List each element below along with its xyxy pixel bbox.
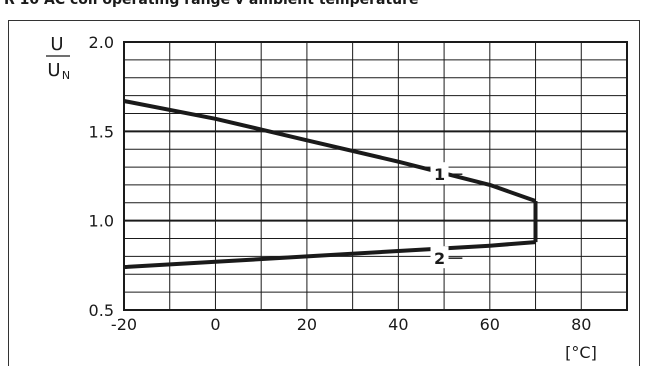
y-tick-label: 0.5 (89, 301, 114, 320)
curve-1-label: 1 (434, 165, 445, 184)
curve-2-label: 2 (434, 249, 445, 268)
x-tick-label: 40 (388, 315, 408, 334)
curve-2-line (123, 240, 536, 270)
title-strip: R 10 AC coil operating range v ambient t… (0, 0, 661, 20)
minor-grid (124, 42, 627, 310)
x-tick-label: 20 (297, 315, 317, 334)
y-tick-labels: 0.5 1.0 1.5 2.0 (89, 33, 114, 320)
series-group (123, 99, 538, 270)
curve-label-background (430, 246, 449, 269)
x-tick-label: 80 (571, 315, 591, 334)
plot-border (123, 41, 628, 311)
y-tick-label: 2.0 (89, 33, 114, 52)
y-tick-label: 1.0 (89, 212, 114, 231)
y-axis-label-subscript: N (62, 69, 70, 82)
major-grid (124, 130, 627, 222)
y-axis-label-denominator: U (47, 60, 60, 81)
x-axis-unit-label: [°C] (565, 343, 597, 362)
figure-frame (8, 20, 640, 366)
curve-label-background (430, 162, 449, 185)
curve-1-line (123, 99, 537, 203)
x-tick-label: -20 (111, 315, 137, 334)
curve-labels: 12 (430, 162, 463, 269)
y-tick-label: 1.5 (89, 122, 114, 141)
figure-title: R 10 AC coil operating range v ambient t… (4, 0, 419, 8)
x-tick-labels: -20 0 20 40 60 80 (111, 315, 592, 334)
x-tick-label: 0 (210, 315, 220, 334)
y-axis-label-numerator: U (50, 34, 63, 55)
x-tick-label: 60 (480, 315, 500, 334)
